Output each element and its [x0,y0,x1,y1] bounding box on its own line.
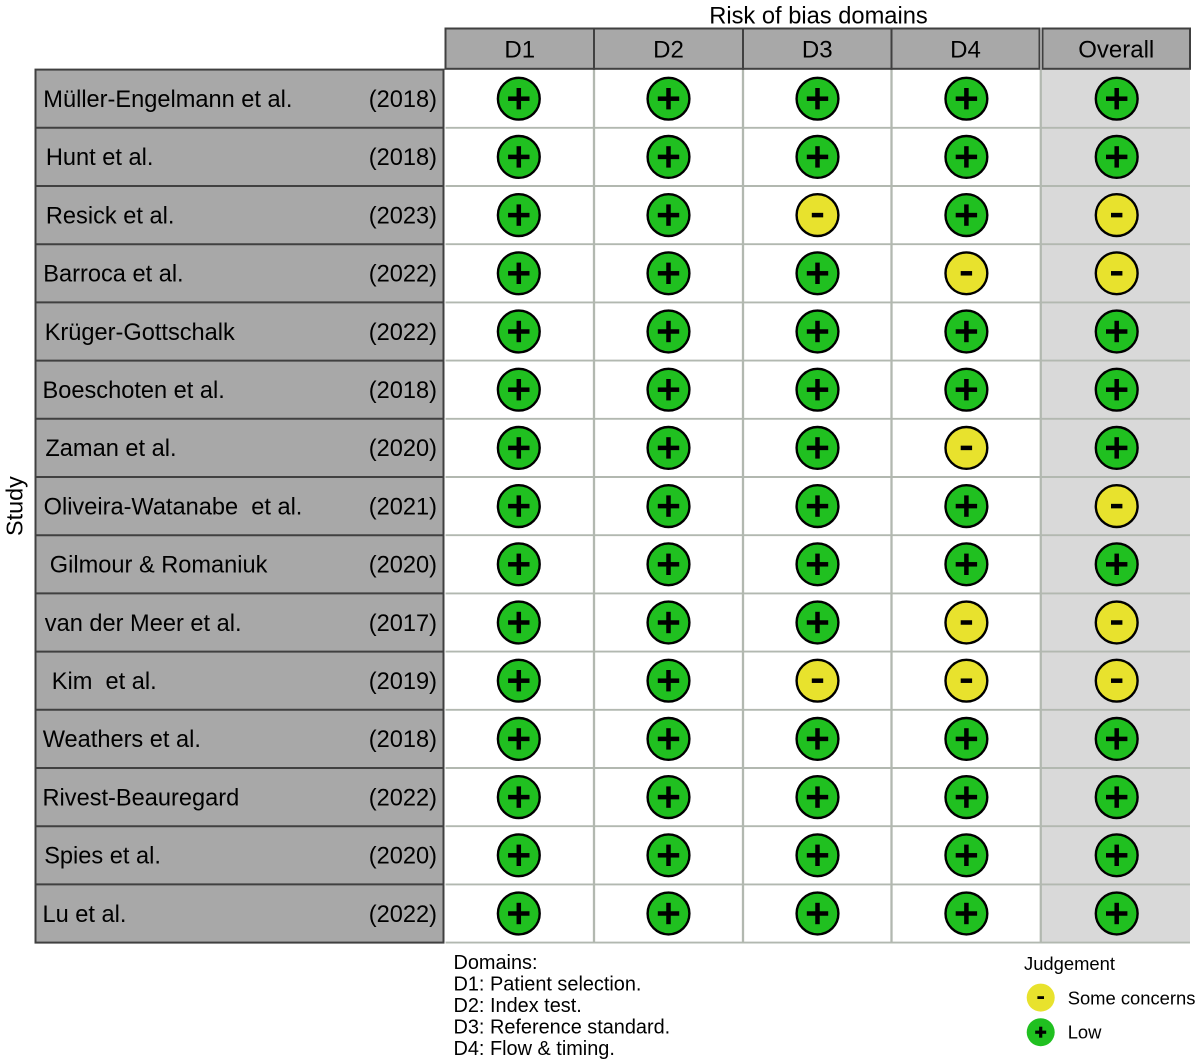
svg-text:(2020): (2020) [369,553,437,579]
svg-text:(2023): (2023) [369,203,437,229]
svg-text:(2020): (2020) [369,844,437,870]
svg-text:D3: Reference standard.: D3: Reference standard. [454,1017,671,1039]
svg-text:Overall: Overall [1078,37,1154,64]
svg-text:Weathers et al.: Weathers et al. [43,727,201,753]
svg-text:Resick et al.: Resick et al. [46,203,175,229]
svg-text:van der Meer et al.: van der Meer et al. [45,611,242,637]
svg-text:(2018): (2018) [369,87,437,113]
svg-text:(2022): (2022) [369,785,437,811]
svg-text:Lu et al.: Lu et al. [43,902,127,928]
svg-text:D3: D3 [802,37,833,64]
svg-text:D2: D2 [653,37,684,64]
svg-text:Risk of bias domains: Risk of bias domains [709,3,928,29]
svg-text:(2017): (2017) [369,611,437,637]
svg-text:Domains:: Domains: [454,952,538,974]
svg-text:D2: Index test.: D2: Index test. [454,995,582,1017]
svg-text:Some concerns: Some concerns [1068,988,1196,1009]
svg-text:D4: Flow & timing.: D4: Flow & timing. [454,1038,615,1060]
svg-text:(2018): (2018) [369,378,437,404]
svg-text:(2018): (2018) [369,727,437,753]
svg-text:(2022): (2022) [369,902,437,928]
svg-text:(2022): (2022) [369,320,437,346]
svg-text:Krüger-Gottschalk: Krüger-Gottschalk [45,320,235,346]
svg-text:(2022): (2022) [369,262,437,288]
svg-text:Müller-Engelmann et al.: Müller-Engelmann et al. [43,87,292,113]
svg-text:Zaman et al.: Zaman et al. [45,436,176,462]
svg-text:Kim et al.: Kim et al. [52,669,157,695]
svg-text:Oliveira-Watanabe et al.: Oliveira-Watanabe et al. [44,494,303,520]
svg-text:Spies et al.: Spies et al. [44,844,161,870]
svg-text:(2021): (2021) [369,494,437,520]
svg-text:(2019): (2019) [369,669,437,695]
svg-text:D1: Patient selection.: D1: Patient selection. [454,973,642,995]
svg-text:D4: D4 [950,37,981,64]
svg-text:Boeschoten et al.: Boeschoten et al. [43,378,225,404]
svg-text:Hunt et al.: Hunt et al. [46,145,154,171]
svg-text:(2020): (2020) [369,436,437,462]
svg-text:Low: Low [1068,1022,1102,1043]
svg-text:Barroca et al.: Barroca et al. [43,262,183,288]
svg-text:Rivest-Beauregard: Rivest-Beauregard [43,785,240,811]
svg-text:Study: Study [1,476,27,536]
svg-text:Gilmour & Romaniuk: Gilmour & Romaniuk [50,553,268,579]
svg-text:Judgement: Judgement [1024,953,1115,974]
svg-text:D1: D1 [504,37,535,64]
svg-text:(2018): (2018) [369,145,437,171]
